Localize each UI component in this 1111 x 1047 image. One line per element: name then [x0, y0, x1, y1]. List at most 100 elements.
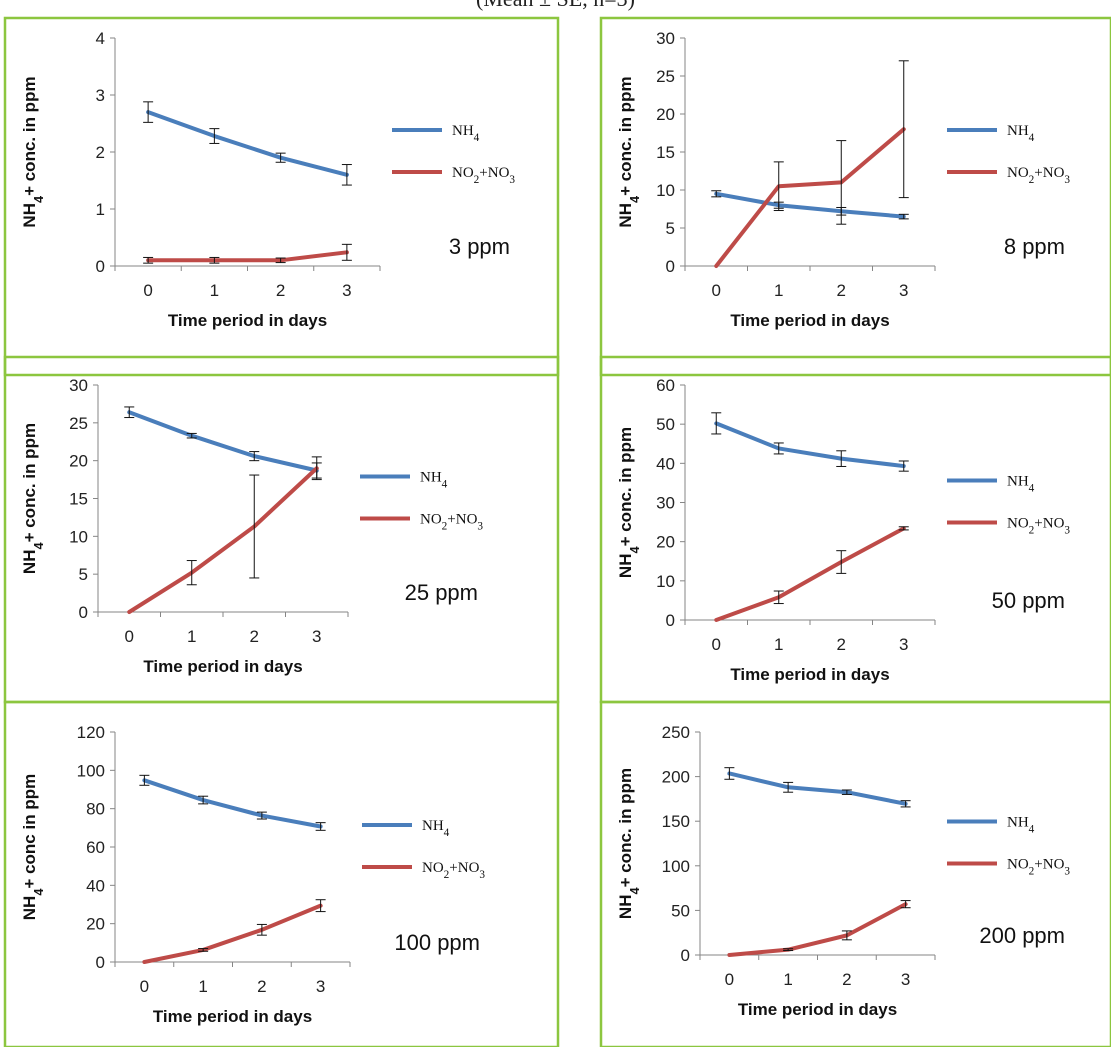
legend-label: NO2+NO3 [420, 512, 483, 533]
y-axis-title: NH4+ conc. in ppm [20, 423, 46, 574]
y-tick-label: 5 [79, 565, 88, 584]
chart-panel: 0 10 20 30 40 50 60 0 1 2 3 Time period in days NH4+… [599, 355, 1111, 704]
error-bar [341, 164, 352, 186]
error-bar [773, 161, 784, 212]
error-bar [186, 560, 197, 586]
y-tick-label: 10 [656, 572, 675, 591]
legend-label: NO2+NO3 [1007, 857, 1070, 878]
error-bar [315, 822, 326, 831]
y-tick-label: 30 [69, 376, 88, 395]
error-bar [836, 140, 847, 225]
x-tick-label: 3 [899, 281, 908, 300]
x-tick-label: 1 [783, 970, 792, 989]
x-axis-title: Time period in days [738, 1000, 897, 1019]
x-axis-title: Time period in days [153, 1007, 312, 1026]
error-bar [143, 256, 154, 264]
error-bar [724, 767, 735, 780]
x-axis-title: Time period in days [730, 665, 889, 684]
error-bar [341, 243, 352, 261]
x-axis-title: Time period in days [730, 311, 889, 330]
chart-panel: 0 5 10 15 20 25 30 0 1 2 3 Time period in days NH4+ … [599, 16, 1111, 377]
x-tick-label: 2 [250, 627, 259, 646]
error-bar [186, 432, 197, 439]
x-tick-label: 0 [143, 281, 152, 300]
y-tick-label: 60 [656, 376, 675, 395]
y-tick-label: 20 [656, 105, 675, 124]
error-bar [249, 451, 260, 462]
x-tick-label: 3 [312, 627, 321, 646]
x-axis-title: Time period in days [143, 657, 302, 676]
legend-label: NH4 [1007, 474, 1035, 495]
y-tick-label: 0 [96, 257, 105, 276]
y-tick-label: 4 [96, 29, 105, 48]
error-bar [841, 789, 852, 795]
error-bar [124, 406, 135, 419]
error-bar [898, 60, 909, 199]
y-tick-label: 0 [79, 603, 88, 622]
y-axis-title: NH4+ conc. in ppm [616, 768, 642, 919]
concentration-label: 8 ppm [1004, 234, 1065, 259]
y-tick-label: 100 [662, 857, 690, 876]
y-tick-label: 0 [681, 946, 690, 965]
x-tick-label: 0 [712, 635, 721, 654]
error-bar [711, 412, 722, 435]
y-axis-title: NH4+ conc. in ppm [616, 76, 642, 227]
y-tick-label: 150 [662, 812, 690, 831]
x-tick-label: 0 [725, 970, 734, 989]
y-tick-label: 25 [69, 414, 88, 433]
error-bar [841, 930, 852, 941]
error-bar [898, 460, 909, 472]
y-tick-label: 50 [671, 901, 690, 920]
x-tick-label: 0 [712, 281, 721, 300]
panel-border [3, 700, 560, 1047]
x-tick-label: 3 [316, 977, 325, 996]
y-tick-label: 30 [656, 29, 675, 48]
y-tick-label: 10 [69, 527, 88, 546]
error-bar [783, 948, 794, 952]
y-axis-title: NH4+ conc in ppm [20, 774, 46, 920]
x-axis-title: Time period in days [168, 311, 327, 330]
y-tick-label: 200 [662, 768, 690, 787]
panel-border [599, 16, 1111, 377]
error-bar [143, 101, 154, 123]
concentration-label: 200 ppm [979, 923, 1065, 948]
y-tick-label: 0 [96, 953, 105, 972]
legend-label: NH4 [452, 123, 480, 144]
x-tick-label: 3 [342, 281, 351, 300]
concentration-label: 3 ppm [449, 234, 510, 259]
error-bar [139, 774, 150, 786]
legend-label: NH4 [1007, 123, 1035, 144]
y-tick-label: 15 [656, 143, 675, 162]
legend-label: NO2+NO3 [422, 860, 485, 881]
y-tick-label: 5 [666, 219, 675, 238]
y-tick-label: 1 [96, 200, 105, 219]
error-bar [900, 800, 911, 808]
y-tick-label: 2 [96, 143, 105, 162]
legend-label: NH4 [420, 470, 448, 491]
series-line [146, 250, 349, 263]
error-bar [249, 474, 260, 579]
x-tick-label: 1 [210, 281, 219, 300]
y-tick-label: 20 [656, 533, 675, 552]
y-tick-label: 100 [77, 761, 105, 780]
y-tick-label: 40 [656, 454, 675, 473]
x-tick-label: 3 [899, 635, 908, 654]
x-tick-label: 2 [276, 281, 285, 300]
x-tick-label: 2 [842, 970, 851, 989]
error-bar [783, 781, 794, 793]
series-line [714, 127, 906, 268]
legend-label: NH4 [422, 818, 450, 839]
error-bar [898, 526, 909, 531]
error-bar [198, 795, 209, 805]
error-bar [711, 190, 722, 198]
series-line [714, 526, 906, 622]
y-tick-label: 60 [86, 838, 105, 857]
error-bar [209, 128, 220, 144]
series-line [727, 902, 908, 957]
concentration-label: 50 ppm [992, 588, 1065, 613]
error-bar [311, 456, 322, 481]
error-bar [209, 256, 220, 264]
